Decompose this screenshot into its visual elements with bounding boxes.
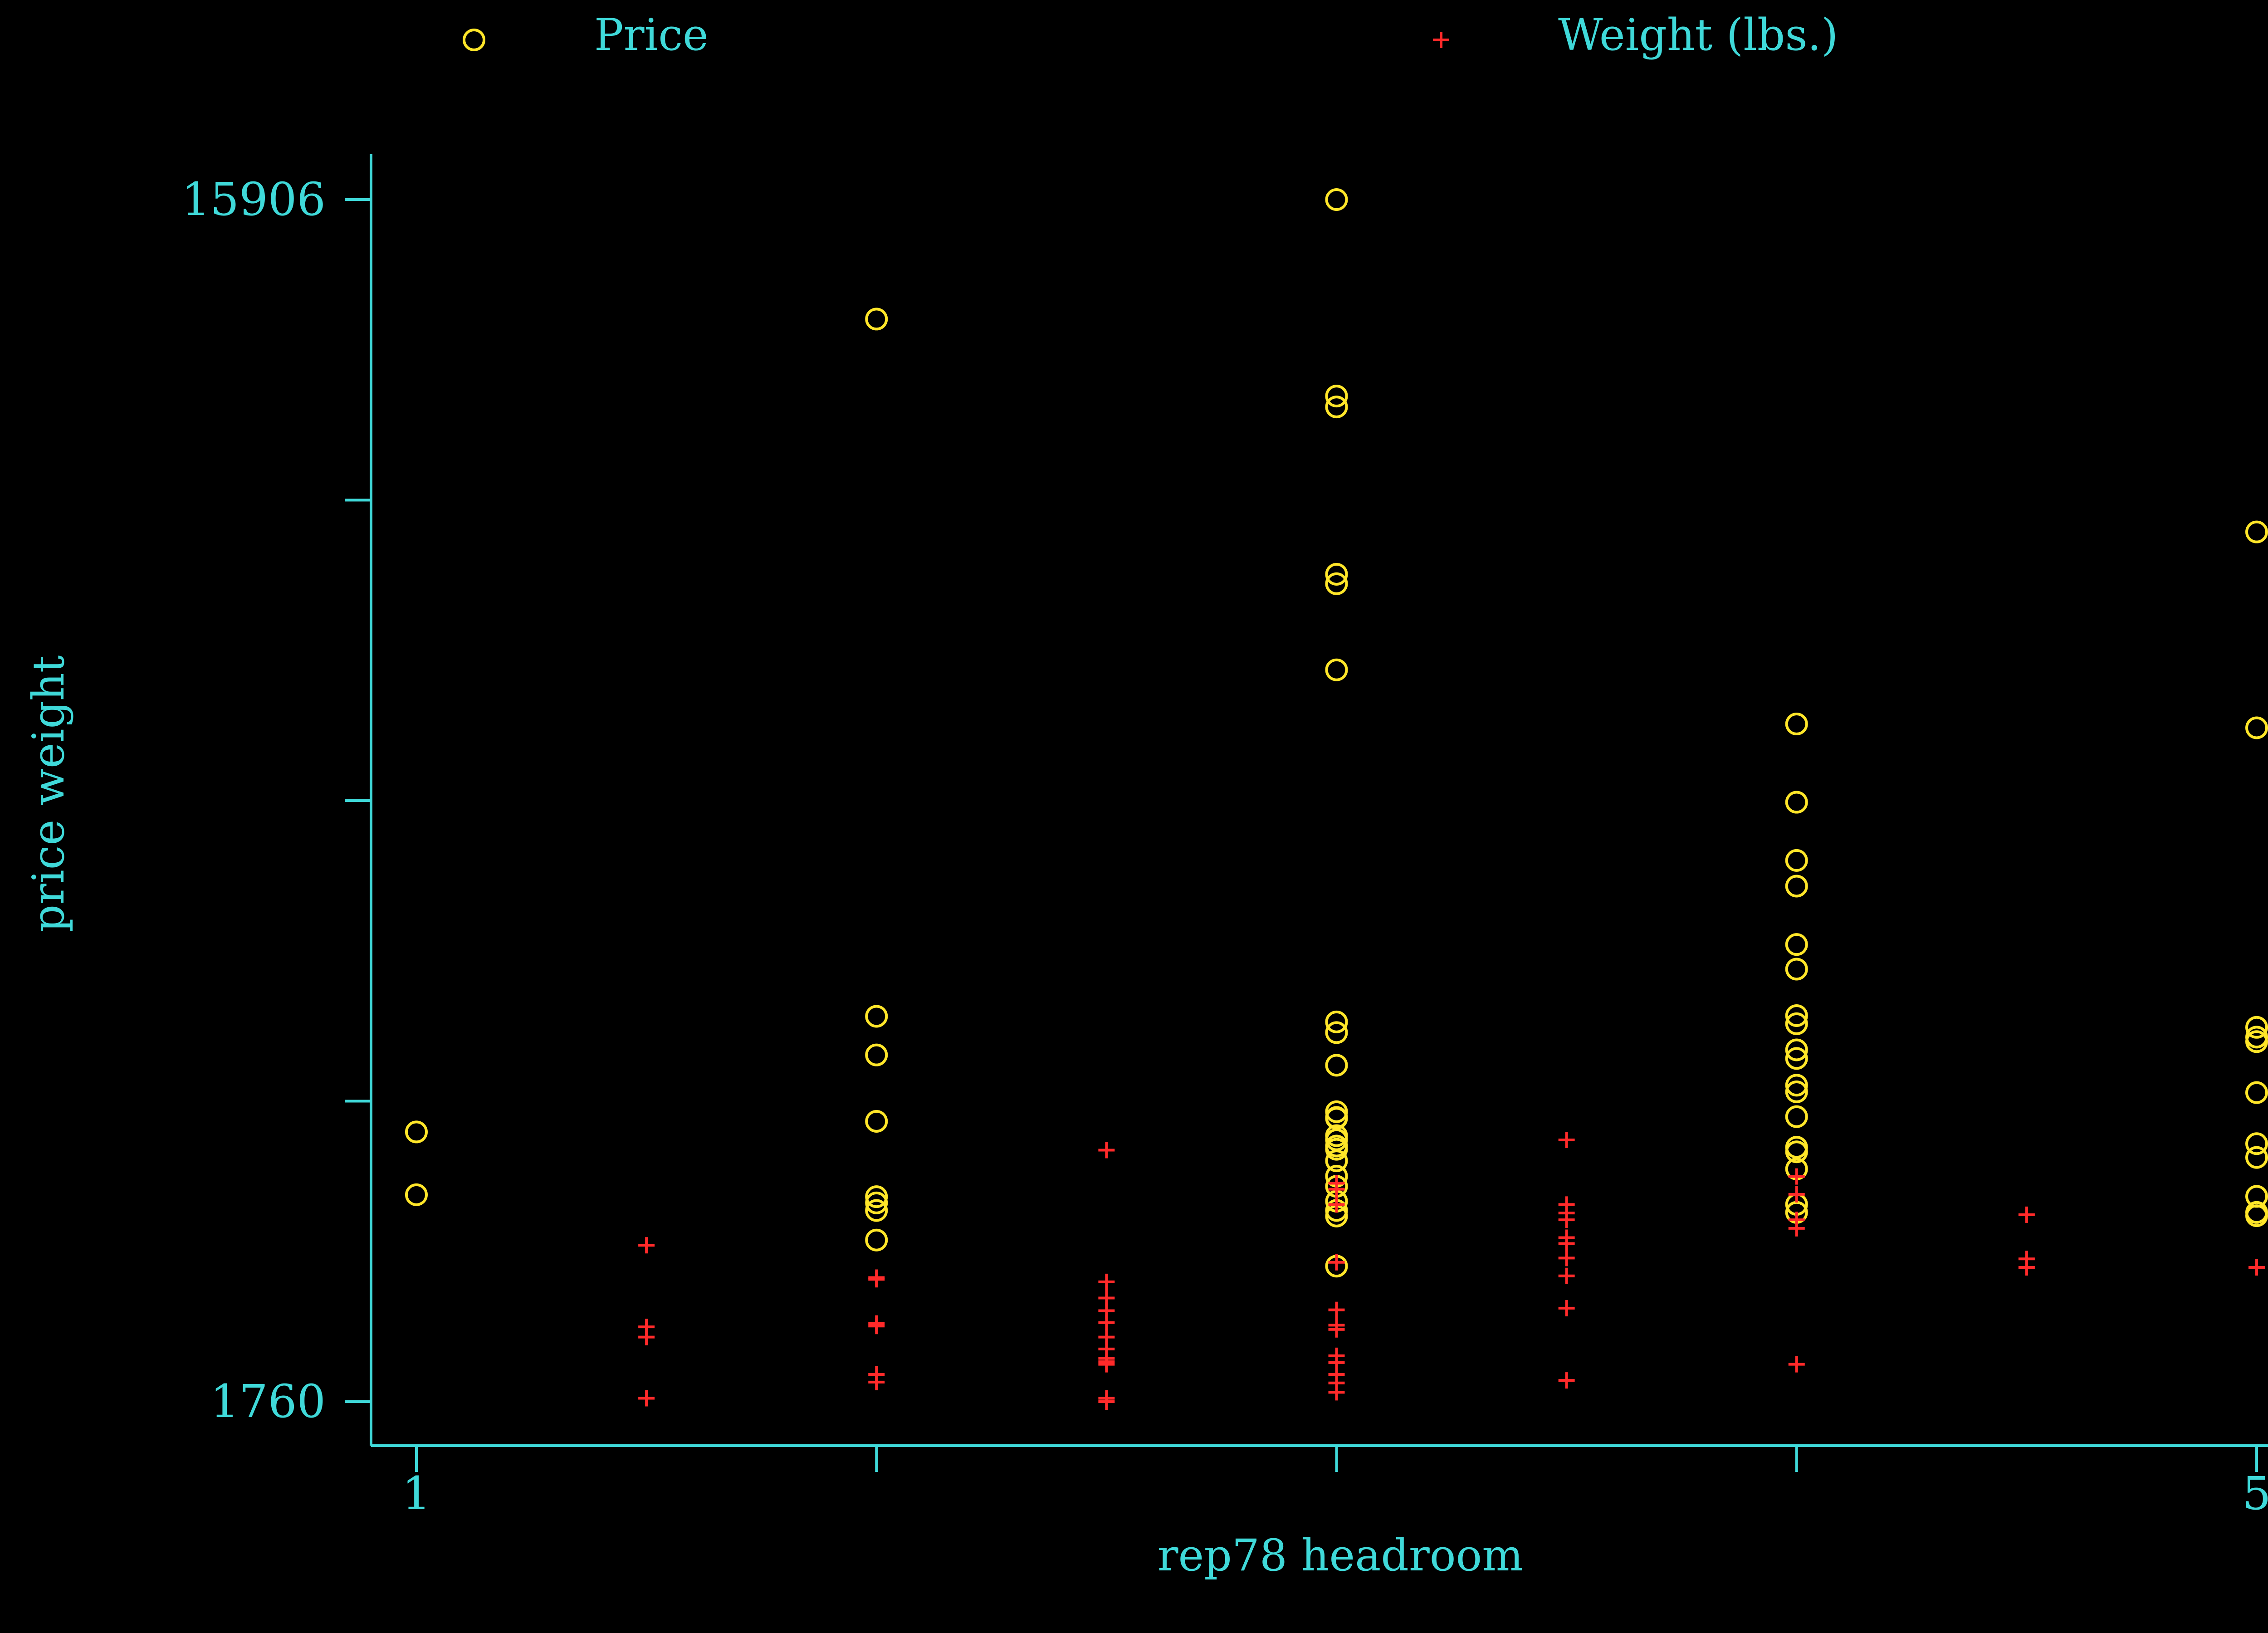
y-tick-label: 1760 <box>210 1375 326 1428</box>
price-point <box>405 1183 428 1206</box>
price-point <box>1325 385 1348 408</box>
weight-point <box>1098 1314 1115 1331</box>
weight-point <box>1328 1301 1345 1318</box>
weight-point <box>1558 1132 1575 1149</box>
price-point <box>1785 791 1808 814</box>
price-point <box>1785 1080 1808 1103</box>
y-tick-label: 15906 <box>181 173 326 226</box>
price-point <box>2245 1204 2268 1227</box>
price-point <box>405 1120 428 1144</box>
legend-weight-marker <box>1433 32 1449 48</box>
weight-point <box>2018 1259 2035 1276</box>
weight-point <box>1558 1212 1575 1228</box>
weight-point <box>1788 1356 1805 1373</box>
price-point <box>1325 1100 1348 1123</box>
price-point <box>2245 1016 2268 1039</box>
weight-point <box>2018 1206 2035 1223</box>
price-point <box>2245 520 2268 543</box>
axes: 15906 1760 1 5 <box>181 154 2268 1520</box>
weight-point <box>1098 1142 1115 1159</box>
price-point <box>1785 958 1808 981</box>
price-point <box>1785 1105 1808 1128</box>
price-point <box>1325 572 1348 595</box>
x-tick-label: 5 <box>2242 1467 2268 1520</box>
weight-point <box>638 1390 655 1407</box>
legend-price-marker <box>463 29 485 51</box>
price-point <box>865 1199 888 1222</box>
price-point <box>1785 1012 1808 1035</box>
price-point <box>2245 1146 2268 1169</box>
weight-point <box>1558 1235 1575 1252</box>
price-point <box>1785 849 1808 872</box>
price-point <box>1785 1038 1808 1061</box>
weight-point <box>1558 1267 1575 1284</box>
weight-point <box>1328 1254 1345 1271</box>
x-tick-label: 1 <box>402 1467 431 1520</box>
weight-point <box>1098 1273 1115 1290</box>
weight-point <box>1558 1372 1575 1389</box>
weight-point <box>1328 1181 1345 1198</box>
price-series <box>405 188 2268 1278</box>
price-point <box>1325 1107 1348 1130</box>
x-axis-title: rep78 headroom <box>1158 1530 1524 1581</box>
weight-point <box>1098 1356 1115 1373</box>
weight-point <box>1098 1393 1115 1410</box>
weight-point <box>638 1329 655 1345</box>
legend-price-label: Price <box>594 10 709 60</box>
legend: Price Weight (lbs.) <box>463 10 1838 60</box>
weight-point <box>868 1271 885 1288</box>
price-point <box>1785 1004 1808 1027</box>
weight-series <box>638 1132 2265 1410</box>
price-point <box>1325 188 1348 211</box>
price-point <box>1325 1138 1348 1161</box>
price-point <box>865 308 888 331</box>
price-point <box>1325 658 1348 681</box>
weight-point <box>1328 1321 1345 1338</box>
price-point <box>865 1005 888 1028</box>
weight-point <box>868 1374 885 1390</box>
legend-weight-label: Weight (lbs.) <box>1558 10 1838 60</box>
weight-point <box>1558 1300 1575 1316</box>
price-point <box>1325 1149 1348 1173</box>
price-point <box>865 1043 888 1066</box>
price-point <box>1325 1021 1348 1044</box>
price-point <box>2245 1081 2268 1104</box>
price-point <box>865 1191 888 1214</box>
price-point <box>2245 716 2268 739</box>
weight-point <box>1788 1220 1805 1237</box>
price-point <box>865 1110 888 1133</box>
price-point <box>1785 1140 1808 1164</box>
weight-point <box>868 1318 885 1335</box>
price-point <box>1785 1074 1808 1097</box>
weight-point <box>638 1237 655 1254</box>
y-axis-title: price weight <box>23 655 74 933</box>
weight-point <box>1328 1196 1345 1213</box>
weight-point <box>1328 1384 1345 1401</box>
weight-point <box>1788 1168 1805 1185</box>
price-point <box>1325 1010 1348 1033</box>
price-point <box>2245 1132 2268 1155</box>
price-point <box>2245 1030 2268 1053</box>
price-point <box>1785 713 1808 736</box>
weight-point <box>2248 1259 2265 1276</box>
weight-point <box>1788 1186 1805 1203</box>
price-point <box>865 1228 888 1252</box>
price-point <box>1785 933 1808 956</box>
price-point <box>1325 1054 1348 1077</box>
weight-point <box>1558 1250 1575 1266</box>
price-point <box>1785 875 1808 898</box>
price-point <box>1325 562 1348 586</box>
price-point <box>1785 1047 1808 1070</box>
price-point <box>865 1185 888 1208</box>
price-point <box>1325 396 1348 419</box>
